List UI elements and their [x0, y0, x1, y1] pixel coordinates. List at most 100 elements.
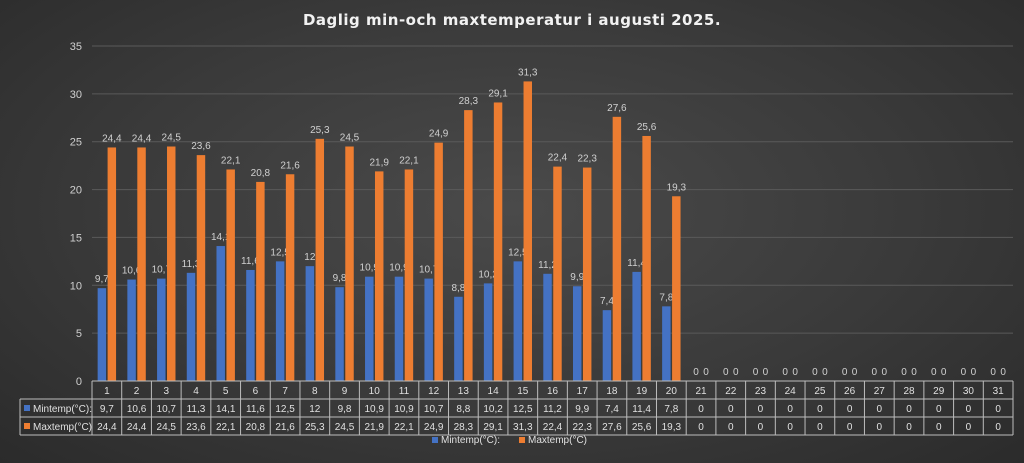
table-cell: 14,1: [216, 404, 236, 415]
min-temp-bar: [454, 296, 463, 381]
table-cell: 0: [817, 422, 823, 433]
legend-max-label: Maxtemp(°C): [528, 435, 587, 446]
table-cell: 11,2: [543, 404, 562, 415]
max-temp-data-label: 0: [941, 367, 947, 378]
min-temp-data-label: 10,6: [122, 266, 142, 277]
max-temp-data-label: 24,4: [102, 133, 122, 144]
table-cell: 0: [847, 422, 853, 433]
max-temp-bar: [167, 146, 176, 381]
max-temp-data-label: 20,8: [251, 168, 271, 179]
max-temp-bar: [612, 116, 622, 381]
max-temp-data-label: 22,1: [399, 155, 419, 166]
max-temp-bar: [642, 135, 651, 381]
min-temp-row-header: Mintemp(°C):: [33, 404, 92, 415]
max-temp-data-label: 24,5: [162, 133, 182, 144]
category-label: 2: [134, 386, 140, 397]
table-cell: 10,7: [424, 404, 444, 415]
table-cell: 28,3: [454, 422, 474, 433]
max-temp-data-label: 0: [852, 367, 858, 378]
min-temp-data-label: 10,2: [478, 269, 498, 280]
min-temp-data-label: 11,3: [182, 259, 201, 270]
category-label: 25: [814, 386, 826, 397]
legend-max-swatch: [519, 437, 525, 443]
table-cell: 11,6: [246, 404, 265, 415]
max-temp-data-label: 0: [911, 367, 917, 378]
y-tick-label: 15: [70, 232, 82, 244]
max-temp-data-label: 24,4: [132, 133, 152, 144]
max-temp-bar: [196, 155, 206, 381]
max-temp-bar: [345, 146, 354, 381]
table-cell: 0: [758, 404, 764, 415]
table-cell: 10,2: [483, 404, 503, 415]
min-temp-data-label: 0: [693, 367, 699, 378]
min-temp-data-label: 0: [990, 367, 996, 378]
table-cell: 0: [728, 422, 734, 433]
max-temp-bar: [285, 174, 295, 381]
table-cell: 0: [728, 404, 734, 415]
table-cell: 12: [309, 404, 321, 415]
table-cell: 22,1: [216, 422, 236, 433]
category-label: 11: [399, 386, 410, 397]
category-label: 24: [785, 386, 797, 397]
category-label: 1: [104, 386, 110, 397]
min-temp-bar: [305, 266, 315, 381]
max-temp-bar: [137, 147, 146, 381]
y-tick-label: 20: [70, 185, 82, 197]
category-label: 8: [312, 386, 318, 397]
table-cell: 7,8: [664, 404, 678, 415]
category-label: 9: [342, 386, 348, 397]
category-label: 4: [193, 386, 199, 397]
table-cell: 0: [758, 422, 764, 433]
min-temp-bar: [97, 288, 107, 381]
max-temp-bar: [553, 166, 562, 381]
min-temp-data-label: 0: [842, 367, 848, 378]
category-label: 15: [517, 386, 529, 397]
max-temp-data-label: 19,3: [667, 182, 687, 193]
table-cell: 19,3: [662, 422, 682, 433]
table-cell: 23,6: [186, 422, 206, 433]
category-label: 26: [844, 386, 856, 397]
table-cell: 10,6: [127, 404, 147, 415]
min-temp-data-label: 9,8: [333, 273, 347, 284]
max-temp-data-label: 0: [703, 367, 709, 378]
max-temp-data-label: 22,4: [548, 153, 568, 164]
max-temp-bar: [226, 169, 235, 381]
table-cell: 21,9: [365, 422, 385, 433]
max-temp-data-label: 24,9: [429, 129, 449, 140]
table-cell: 29,1: [483, 422, 503, 433]
legend-min-label: Mintemp(°C):: [441, 435, 500, 446]
table-cell: 0: [698, 404, 704, 415]
table-cell: 0: [906, 422, 912, 433]
min-temp-data-label: 0: [723, 367, 729, 378]
min-temp-bar: [543, 273, 552, 381]
min-temp-data-label: 8,8: [451, 283, 465, 294]
table-cell: 9,9: [575, 404, 589, 415]
min-temp-data-label: 12: [304, 252, 316, 263]
min-temp-bar: [602, 310, 612, 381]
min-temp-data-label: 11,6: [241, 256, 260, 267]
table-cell: 24,5: [335, 422, 355, 433]
category-label: 31: [993, 386, 1005, 397]
min-temp-bar: [216, 246, 225, 381]
y-tick-label: 35: [70, 41, 82, 53]
table-cell: 22,3: [572, 422, 592, 433]
category-label: 17: [577, 386, 589, 397]
table-cell: 0: [877, 404, 883, 415]
category-label: 7: [282, 386, 288, 397]
min-temp-bar: [365, 276, 374, 381]
min-temp-bar: [127, 279, 136, 381]
min-temp-bar: [572, 286, 582, 381]
y-tick-label: 10: [70, 280, 82, 292]
y-tick-label: 0: [76, 376, 82, 388]
max-temp-bar: [493, 102, 503, 381]
max-temp-bar: [434, 142, 443, 381]
table-cell: 21,6: [275, 422, 295, 433]
max-temp-data-label: 31,3: [518, 67, 538, 78]
max-temp-data-label: 29,1: [488, 88, 508, 99]
min-temp-bar: [157, 278, 166, 381]
table-cell: 0: [698, 422, 704, 433]
min-temp-data-label: 10,9: [389, 263, 409, 274]
max-temp-bar: [582, 167, 592, 381]
category-label: 21: [695, 386, 707, 397]
